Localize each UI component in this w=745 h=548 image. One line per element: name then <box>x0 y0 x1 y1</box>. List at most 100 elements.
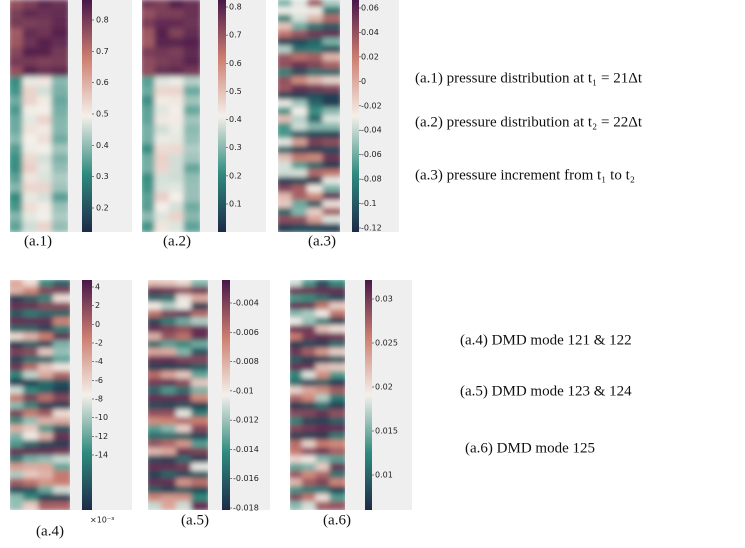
heatmap-cell <box>10 493 27 504</box>
heatmap-cell <box>191 501 208 510</box>
heatmap-cell <box>291 130 311 141</box>
colorbar-tick-label: -0.008 <box>233 357 259 366</box>
heatmap-cell <box>10 163 27 175</box>
heatmap-cell <box>307 169 327 179</box>
colorbar-tick-label: -10 <box>95 413 108 422</box>
heatmap-cell <box>38 401 57 412</box>
heatmap-cell <box>53 486 70 496</box>
heatmap-cell <box>290 340 306 350</box>
heatmap-cell <box>38 455 57 465</box>
heatmap-cell <box>154 202 173 214</box>
heatmap-cell <box>315 501 334 510</box>
heatmap-cell <box>301 378 320 389</box>
heatmap-cell <box>53 340 70 350</box>
colorbar-tick-label: -0.12 <box>361 224 382 233</box>
colorbar-multiplier: ×10⁻³ <box>90 516 114 525</box>
heatmap-cell <box>53 401 70 412</box>
heatmap-cell <box>290 478 306 488</box>
heatmap-cell <box>154 0 173 11</box>
heatmap-cell <box>10 447 27 458</box>
heatmap-cell <box>148 394 165 404</box>
heatmap-cell <box>161 493 180 504</box>
heatmap-cell <box>51 153 68 166</box>
heatmap-cell <box>23 355 42 366</box>
heatmap-cell <box>38 463 57 473</box>
heatmap-cell <box>322 145 340 156</box>
caption: (a.6) DMD mode 125 <box>465 440 595 456</box>
heatmap-cell <box>315 417 334 427</box>
colorbar-tick-label: 0.3 <box>229 143 242 152</box>
heatmap-cell <box>301 348 320 358</box>
heatmap-cell <box>161 432 180 442</box>
heatmap-cell <box>154 86 173 98</box>
heatmap-cell <box>176 417 195 427</box>
heatmap-cell <box>301 493 320 504</box>
heatmap-cell <box>191 447 208 458</box>
heatmap-cell <box>53 432 70 442</box>
heatmap-cell <box>53 417 70 427</box>
heatmap-cell <box>307 207 327 218</box>
colorbar-tick-label: 4 <box>95 283 100 292</box>
heatmap-cell <box>10 340 27 350</box>
colorbar-tick-label: -0.018 <box>233 504 259 513</box>
heatmap-cell <box>169 163 188 175</box>
heatmap-cell <box>10 348 27 358</box>
heatmap-cell <box>183 173 200 185</box>
heatmap-cell <box>23 501 42 510</box>
heatmap-cell <box>169 144 188 156</box>
heatmap-cell <box>10 294 27 304</box>
heatmap <box>142 0 200 232</box>
heatmap-cell <box>315 332 334 343</box>
heatmap-cell <box>291 115 311 125</box>
heatmap-cell <box>322 153 340 164</box>
heatmap-cell <box>183 105 200 117</box>
heatmap-cell <box>290 493 306 504</box>
heatmap-cell <box>10 280 27 289</box>
heatmap-cell <box>53 470 70 481</box>
colorbar-tick-label: 0.6 <box>229 59 242 68</box>
heatmap-cell <box>37 8 56 21</box>
heatmap-cell <box>10 37 27 50</box>
heatmap-cell <box>161 409 180 419</box>
heatmap-cell <box>23 386 42 396</box>
heatmap-cell <box>53 294 70 304</box>
heatmap-cell <box>329 378 345 389</box>
heatmap-cell <box>191 325 208 335</box>
heatmap-cell <box>37 192 56 204</box>
heatmap-cell <box>307 76 327 87</box>
heatmap-field <box>290 280 345 510</box>
heatmap-cell <box>148 355 165 366</box>
heatmap-cell <box>10 144 27 156</box>
colorbar-tick-label: -0.1 <box>361 199 377 208</box>
heatmap-cell <box>322 60 340 71</box>
heatmap-cell <box>315 386 334 396</box>
heatmap-cell <box>183 66 200 79</box>
heatmap-cell <box>329 447 345 458</box>
heatmap-cell <box>22 202 41 214</box>
colorbar-tick-label: 0.4 <box>229 115 242 124</box>
heatmap-cell <box>315 478 334 488</box>
heatmap-cell <box>37 124 56 137</box>
heatmap-cell <box>142 173 159 185</box>
heatmap-cell <box>38 432 57 442</box>
heatmap-cell <box>148 363 165 373</box>
heatmap-cell <box>154 76 173 88</box>
colorbar-tick-label: -0.004 <box>233 299 259 308</box>
heatmap-cell <box>322 76 340 87</box>
heatmap-cell <box>291 37 311 48</box>
colorbar-tick-label: 0.2 <box>96 204 109 213</box>
heatmap-cell <box>148 409 165 419</box>
heatmap-cell <box>329 478 345 488</box>
heatmap-cell <box>169 192 188 204</box>
colorbar-tick-label: 2 <box>95 301 100 310</box>
heatmap-cell <box>169 37 188 50</box>
heatmap-cell <box>301 280 320 289</box>
heatmap-cell <box>10 86 27 98</box>
heatmap-cell <box>191 340 208 350</box>
heatmap-cell <box>10 378 27 389</box>
heatmap-cell <box>148 401 165 412</box>
heatmap-cell <box>307 161 327 172</box>
heatmap-cell <box>290 317 306 327</box>
heatmap-cell <box>154 163 173 175</box>
caption: (a.1) pressure distribution at t₁ = 21Δt <box>415 70 643 86</box>
